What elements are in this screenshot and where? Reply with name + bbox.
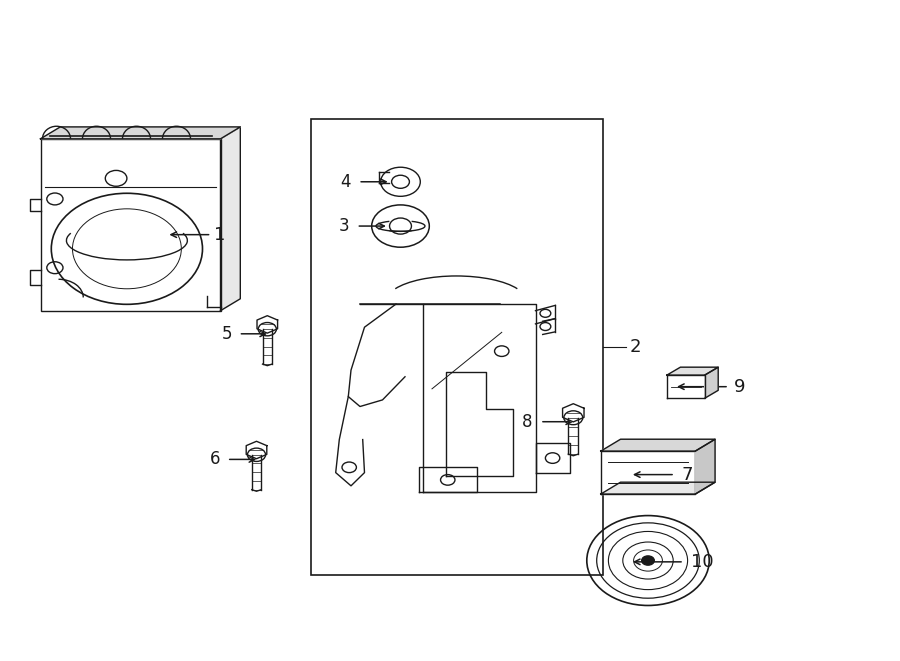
- Polygon shape: [220, 127, 240, 311]
- Polygon shape: [247, 442, 266, 459]
- Bar: [310, 119, 603, 575]
- Text: 5: 5: [221, 325, 232, 343]
- Polygon shape: [601, 451, 695, 494]
- Text: 6: 6: [210, 450, 220, 469]
- Text: 10: 10: [691, 553, 714, 571]
- Circle shape: [642, 556, 654, 565]
- Polygon shape: [40, 127, 240, 139]
- Text: 3: 3: [338, 217, 349, 235]
- Polygon shape: [601, 439, 715, 451]
- Polygon shape: [601, 483, 715, 494]
- Text: 7: 7: [681, 465, 693, 484]
- Polygon shape: [257, 316, 277, 333]
- Text: 4: 4: [340, 173, 351, 191]
- Text: 2: 2: [630, 338, 642, 356]
- Bar: [40, 139, 220, 311]
- Text: 9: 9: [734, 377, 745, 396]
- Polygon shape: [695, 439, 715, 494]
- Text: 1: 1: [214, 225, 226, 244]
- Polygon shape: [667, 368, 718, 375]
- Polygon shape: [705, 368, 718, 398]
- Polygon shape: [562, 404, 584, 422]
- Text: 8: 8: [522, 412, 533, 431]
